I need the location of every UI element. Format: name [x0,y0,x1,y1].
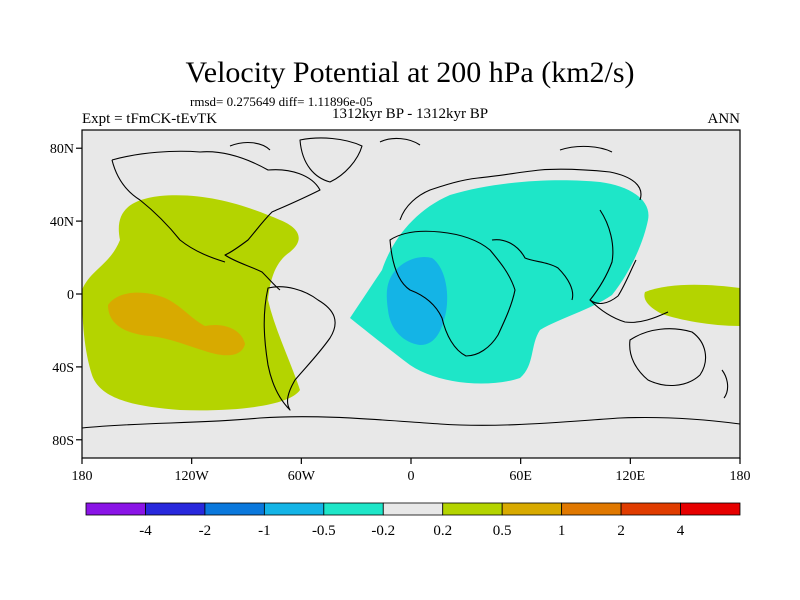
y-tick-label: 40S [52,361,74,376]
colorbar-swatch [382,502,444,516]
coast-greenland [299,137,363,183]
colorbar-label: 0.2 [433,523,452,539]
coast-southeast-asia [589,299,669,323]
colorbar-swatch [501,502,563,516]
coast-arctic-islands [229,137,613,153]
colorbar-swatch [442,502,503,516]
coast-north-america [111,150,321,291]
stats-line: rmsd= 0.275649 diff= 1.11896e-05 [190,94,373,109]
colorbar-swatch [680,502,741,516]
colorbar-swatch [620,502,681,516]
colorbar-label: 1 [558,523,566,539]
colorbar-swatch [204,502,265,516]
contour-negative-0.5-africa [386,256,448,345]
y-tick-label: 40N [50,215,74,230]
coast-antarctica [81,416,741,429]
colorbar-label: -2 [199,523,212,539]
x-tick-label: 180 [730,469,751,484]
coast-north-america-west [111,159,226,263]
season-label: ANN [708,111,741,127]
experiment-label: Expt = tFmCK-tEvTK [82,111,217,127]
x-tick-label: 120W [175,469,210,484]
colorbar-label: 4 [677,523,685,539]
y-tick-label: 0 [67,288,74,303]
y-tick-label: 80S [52,434,74,449]
colorbar-label: -0.2 [371,523,395,539]
figure-title: Velocity Potential at 200 hPa (km2/s) [185,56,634,89]
period-label: 1312kyr BP - 1312kyr BP [332,106,488,122]
colorbar-label: 0.5 [493,523,512,539]
coast-europe [399,168,642,221]
colorbar-swatch [263,502,325,516]
colorbar-label: -1 [258,523,271,539]
coast-australia [629,328,707,386]
x-tick-label: 120E [616,469,646,484]
colorbar-label: -4 [139,523,152,539]
coast-arabia-india [491,239,574,301]
colorbar-swatch [85,502,146,516]
colorbar-swatch [323,502,384,516]
contour-positive-0.5-pacific [108,292,245,356]
colorbar-swatch [145,502,206,516]
x-tick-label: 0 [408,469,415,484]
colorbar-label: -0.5 [312,523,336,539]
x-axis-ticks: 180 120W 60W 0 60E 120E 180 [72,458,751,484]
coast-new-zealand [721,369,729,399]
colorbar: -4 -2 -1 -0.5 -0.2 0.2 0.5 1 2 4 [85,502,741,539]
coast-africa [389,230,516,357]
y-tick-label: 80N [50,142,74,157]
colorbar-swatch [561,502,622,516]
x-tick-label: 180 [72,469,93,484]
y-axis-ticks: 80N 40N 0 40S 80S [50,142,82,449]
colorbar-label: 2 [617,523,625,539]
coast-south-america [263,286,336,411]
contour-positive-0.2-pacific [82,195,300,411]
contour-positive-0.2-westpacific [644,284,740,326]
map-panel: 180 120W 60W 0 60E 120E 180 80N 40N 0 40S 80S [50,129,751,484]
x-tick-label: 60W [288,469,316,484]
coastlines [81,137,741,429]
x-tick-label: 60E [509,469,532,484]
